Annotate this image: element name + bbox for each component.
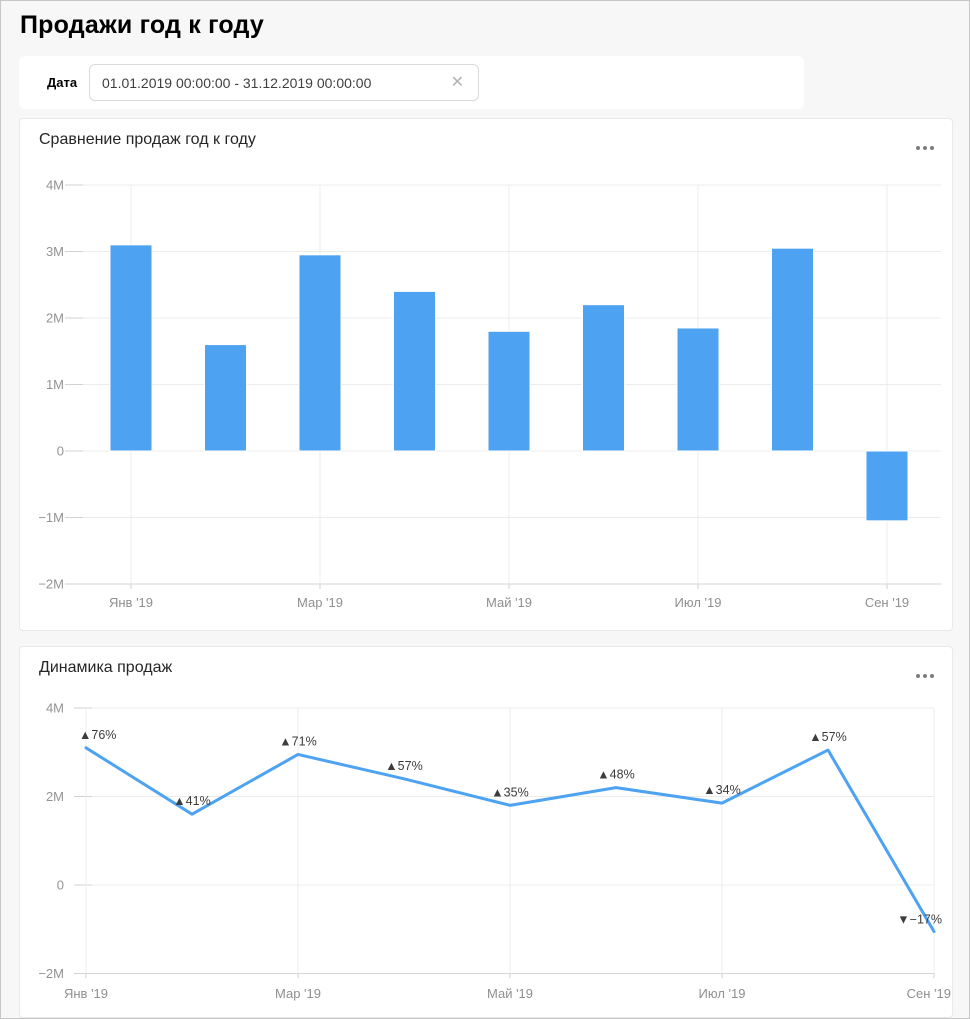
line-chart-card: Динамика продаж 4M 2M 0 −2M Янв '19 Мар '19 Ма… xyxy=(19,646,953,1018)
x-axis-label: Май '19 xyxy=(486,595,532,610)
point-label: ▲76% xyxy=(79,728,116,742)
ellipsis-icon xyxy=(930,146,934,150)
y-axis-label: 0 xyxy=(57,878,64,893)
bar[interactable] xyxy=(393,290,436,452)
x-axis-label: Сен '19 xyxy=(907,986,951,1001)
y-axis-label: 4M xyxy=(46,701,64,716)
x-axis-label: Июл '19 xyxy=(675,595,722,610)
ellipsis-icon xyxy=(916,674,920,678)
point-label: ▲34% xyxy=(703,783,740,797)
bar[interactable] xyxy=(298,254,342,452)
bar-chart-canvas: 4M 3M 2M 1M 0 −1M −2M Янв '19 Мар '19 Май '19 Июл … xyxy=(38,178,941,610)
ellipsis-icon xyxy=(930,674,934,678)
y-axis-label: 2M xyxy=(46,311,64,326)
y-axis-label: −2M xyxy=(38,577,64,592)
bar[interactable] xyxy=(204,344,247,452)
x-axis-label: Июл '19 xyxy=(699,986,746,1001)
bar[interactable] xyxy=(676,327,720,452)
date-range-input[interactable]: 01.01.2019 00:00:00 - 31.12.2019 00:00:0… xyxy=(89,64,479,101)
point-label: ▲41% xyxy=(173,794,210,808)
ellipsis-icon xyxy=(923,146,927,150)
date-filter-card: Дата 01.01.2019 00:00:00 - 31.12.2019 00… xyxy=(19,56,804,109)
bar[interactable] xyxy=(865,450,909,522)
y-axis-label: 2M xyxy=(46,789,64,804)
x-axis-label: Янв '19 xyxy=(64,986,108,1001)
point-label: ▼−17% xyxy=(897,912,942,926)
y-axis-label: 1M xyxy=(46,377,64,392)
x-axis-label: Май '19 xyxy=(487,986,533,1001)
bar[interactable] xyxy=(487,330,531,452)
y-axis-label: 3M xyxy=(46,244,64,259)
page-title: Продажи год к году xyxy=(20,11,264,39)
x-axis-label: Мар '19 xyxy=(297,595,343,610)
chart-menu-button[interactable] xyxy=(912,669,938,683)
point-label: ▲71% xyxy=(279,734,316,748)
point-label: ▲57% xyxy=(809,730,846,744)
point-label: ▲57% xyxy=(385,759,422,773)
y-axis-label: −1M xyxy=(38,510,64,525)
line-series[interactable] xyxy=(84,746,936,933)
date-range-value: 01.01.2019 00:00:00 - 31.12.2019 00:00:0… xyxy=(102,74,372,91)
x-axis-label: Сен '19 xyxy=(865,595,909,610)
y-axis-label: 4M xyxy=(46,178,64,193)
bar[interactable] xyxy=(582,304,625,452)
bar[interactable] xyxy=(771,247,814,452)
x-axis-label: Янв '19 xyxy=(109,595,153,610)
bar[interactable] xyxy=(109,244,153,452)
chart-title: Сравнение продаж год к году xyxy=(39,131,256,148)
close-icon[interactable]: ✕ xyxy=(450,73,464,91)
y-axis-label: 0 xyxy=(57,444,64,459)
point-label: ▲48% xyxy=(597,768,634,782)
ellipsis-icon xyxy=(916,146,920,150)
chart-menu-button[interactable] xyxy=(912,141,938,155)
x-axis-label: Мар '19 xyxy=(275,986,321,1001)
date-filter-label: Дата xyxy=(47,75,78,90)
point-label: ▲35% xyxy=(491,785,528,799)
chart-title: Динамика продаж xyxy=(39,659,173,676)
bar-chart-card: Сравнение продаж год к году 4M 3M 2M 1M 0 −1M… xyxy=(19,118,953,631)
y-axis-label: −2M xyxy=(38,966,64,981)
ellipsis-icon xyxy=(923,674,927,678)
